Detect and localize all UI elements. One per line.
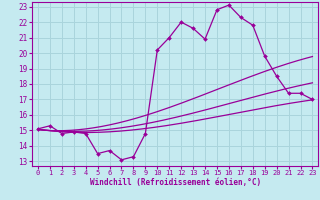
X-axis label: Windchill (Refroidissement éolien,°C): Windchill (Refroidissement éolien,°C)	[90, 178, 261, 187]
